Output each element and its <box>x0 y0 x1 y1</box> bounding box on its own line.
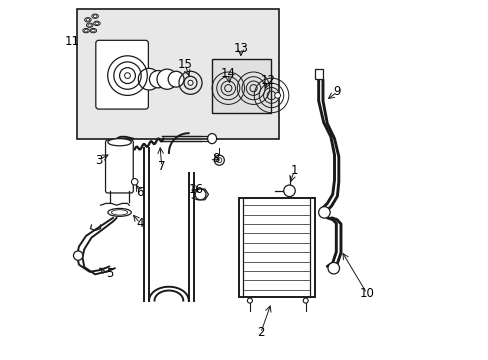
Ellipse shape <box>92 14 98 18</box>
Text: 2: 2 <box>256 327 264 339</box>
Ellipse shape <box>90 28 96 33</box>
Text: 12: 12 <box>260 75 275 87</box>
Ellipse shape <box>91 29 95 32</box>
Text: 9: 9 <box>333 85 341 98</box>
Circle shape <box>131 179 138 185</box>
Circle shape <box>187 80 193 85</box>
Text: 16: 16 <box>188 183 203 196</box>
Text: 5: 5 <box>105 267 113 280</box>
Text: 4: 4 <box>136 217 143 230</box>
Bar <box>314 69 322 79</box>
Circle shape <box>157 69 177 89</box>
Circle shape <box>73 251 82 260</box>
Circle shape <box>247 298 252 303</box>
Text: 7: 7 <box>158 160 165 173</box>
Ellipse shape <box>82 28 89 33</box>
Text: 8: 8 <box>212 152 219 165</box>
Ellipse shape <box>95 22 99 24</box>
Ellipse shape <box>84 18 91 22</box>
Circle shape <box>124 73 130 78</box>
FancyBboxPatch shape <box>105 140 133 193</box>
Ellipse shape <box>108 208 131 216</box>
Circle shape <box>214 155 224 165</box>
Ellipse shape <box>84 29 88 32</box>
Ellipse shape <box>94 21 100 26</box>
Bar <box>212 59 271 113</box>
Circle shape <box>318 207 329 218</box>
Text: 1: 1 <box>290 165 297 177</box>
FancyBboxPatch shape <box>96 40 148 109</box>
Ellipse shape <box>88 24 91 27</box>
Text: 11: 11 <box>65 35 80 48</box>
Ellipse shape <box>93 15 97 18</box>
Circle shape <box>303 298 307 303</box>
Ellipse shape <box>108 139 131 146</box>
Circle shape <box>327 262 339 274</box>
Bar <box>77 9 278 139</box>
Text: 15: 15 <box>177 58 192 71</box>
Circle shape <box>195 189 205 200</box>
Ellipse shape <box>86 18 89 21</box>
Ellipse shape <box>86 23 93 27</box>
Text: 14: 14 <box>221 67 235 80</box>
Text: 6: 6 <box>136 186 143 199</box>
Circle shape <box>138 68 160 90</box>
Circle shape <box>283 185 295 197</box>
Text: 3: 3 <box>95 154 102 167</box>
Text: 13: 13 <box>233 42 248 55</box>
Ellipse shape <box>207 134 216 144</box>
Circle shape <box>149 71 166 88</box>
Circle shape <box>274 93 280 98</box>
Circle shape <box>216 158 222 163</box>
Text: 10: 10 <box>359 287 374 300</box>
Bar <box>239 198 314 297</box>
Circle shape <box>168 71 183 87</box>
